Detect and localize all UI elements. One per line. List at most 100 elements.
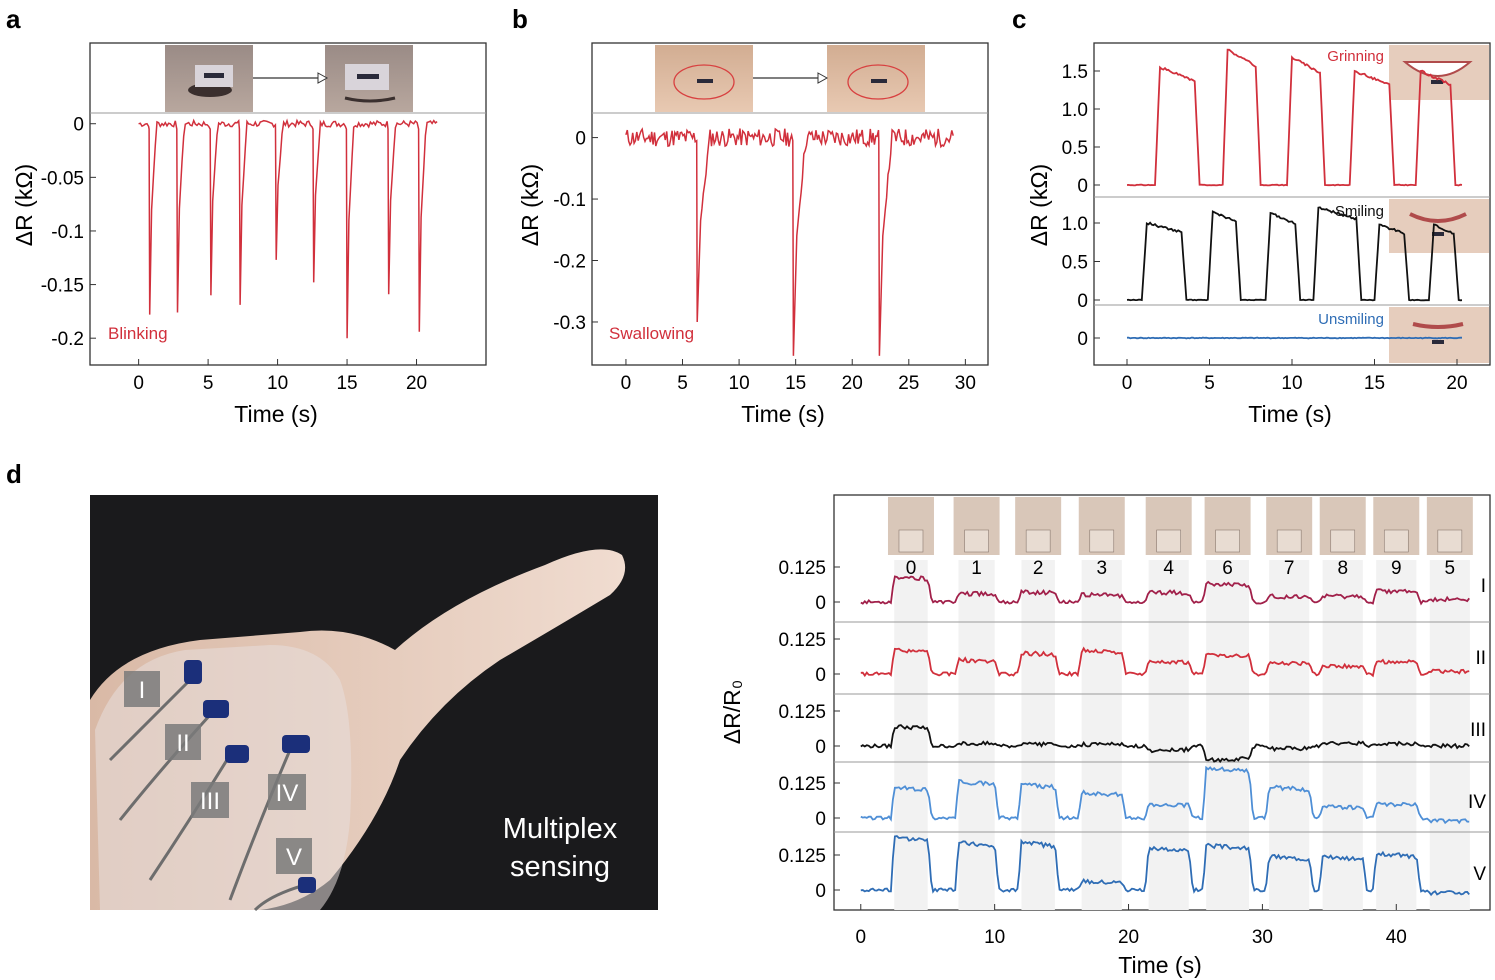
x-tick-label: 20 (842, 373, 863, 394)
gesture-number: 1 (971, 558, 982, 579)
gesture-band (1322, 560, 1363, 910)
neck-photo-2 (827, 45, 925, 112)
y-axis-label-a: ΔR (kΩ) (11, 164, 37, 246)
gesture-hand (898, 529, 924, 553)
y-tick-label: 0 (73, 115, 84, 136)
x-tick-label: 0 (133, 373, 144, 394)
gesture-hand (1383, 529, 1409, 553)
gesture-number: 8 (1337, 558, 1348, 579)
grinning-photo (1389, 45, 1489, 100)
x-tick-label: 10 (984, 927, 1005, 948)
panel-d-chart: 0 1 2 3 4 6 7 8 9 5 0 10 20 30 40 0 0.125 I 0 0.125 II 0 0.12… (719, 494, 1491, 978)
sensor-patches (184, 660, 316, 893)
gesture-band (1429, 560, 1470, 910)
y-tick-label: 0.125 (778, 558, 826, 579)
gesture-number: 0 (906, 558, 917, 579)
x-tick-label: 15 (336, 373, 357, 394)
row-label: IV (1468, 792, 1486, 813)
gesture-band (894, 560, 928, 910)
gesture-number: 4 (1163, 558, 1174, 579)
series-label-grinning: Grinning (1327, 48, 1384, 65)
gesture-number: 9 (1391, 558, 1402, 579)
gesture-number: 3 (1096, 558, 1107, 579)
y-tick-label: 0 (815, 737, 826, 758)
axes-d: 0 10 20 30 4000.125I00.125II00.125III00.125I… (778, 558, 1490, 948)
axes-c: 0 5 10 15 20 0 0.5 1.0 1.5 0 0.5 1.0 0 (1062, 62, 1468, 394)
y-tick-label: 1.5 (1062, 62, 1088, 83)
sensor-label-II: II (176, 730, 189, 757)
gesture-hand (1089, 529, 1115, 553)
series-label-unsmiling: Unsmiling (1318, 311, 1384, 328)
x-tick-label: 10 (267, 373, 288, 394)
x-tick-label: 15 (785, 373, 806, 394)
gesture-band (958, 560, 995, 910)
panel-label-d: d (6, 459, 22, 489)
sensor-label-IV: IV (276, 780, 299, 807)
photo-caption-line2: sensing (510, 851, 610, 883)
panel-b: 0 5 10 15 20 25 30 0 -0.1 -0.2 -0.3 Swallowing Tim… (517, 42, 989, 427)
gesture-band (1269, 560, 1310, 910)
annotation-blinking: Blinking (108, 324, 168, 343)
axes-b: 0 5 10 15 20 25 30 0 -0.1 -0.2 -0.3 (553, 129, 976, 394)
gesture-hand (1276, 529, 1302, 553)
x-tick-label: 30 (1252, 927, 1273, 948)
y-tick-label: 0.125 (778, 774, 826, 795)
series-label-smiling: Smiling (1335, 203, 1384, 220)
x-tick-label: 20 (1118, 927, 1139, 948)
y-tick-label: 0 (1077, 291, 1088, 312)
y-tick-label: 0.125 (778, 630, 826, 651)
smiling-photo (1389, 199, 1489, 253)
y-tick-label: -0.05 (41, 168, 84, 189)
eye-open-photo (165, 45, 253, 112)
panel-label-c: c (1012, 4, 1026, 34)
axes-a: 0 5 10 15 20 0 -0.05 -0.1 -0.15 -0.2 (41, 115, 427, 394)
row-label: V (1473, 864, 1486, 885)
y-tick-label: -0.15 (41, 276, 84, 297)
x-tick-label: 0 (1122, 373, 1133, 394)
y-tick-label: 1.0 (1062, 214, 1088, 235)
gesture-band (1148, 560, 1189, 910)
gesture-number: 7 (1284, 558, 1295, 579)
x-tick-label: 25 (898, 373, 919, 394)
hand-photo: I II III IV V Multiplex sensing (90, 495, 658, 912)
inset-arrowhead-a (317, 72, 329, 84)
eye-closed-photo (325, 45, 413, 112)
y-tick-label: 0.125 (778, 846, 826, 867)
series-line-II (860, 646, 1470, 678)
sensor-label-III: III (200, 788, 220, 815)
y-axis-label-c: ΔR (kΩ) (1026, 164, 1052, 246)
y-tick-label: 0 (1077, 176, 1088, 197)
row-label: III (1470, 720, 1486, 741)
neck-photo-1 (655, 45, 753, 112)
series-lines-d (860, 575, 1470, 897)
sensor-label-I: I (139, 677, 146, 704)
series-line-a (138, 118, 438, 339)
series-line-III (860, 724, 1470, 764)
gesture-hand (1215, 529, 1240, 553)
series-line-smiling (1126, 206, 1463, 302)
x-tick-label: 0 (855, 927, 866, 948)
y-tick-label: 0.5 (1062, 253, 1088, 274)
x-tick-label: 15 (1364, 373, 1385, 394)
y-tick-label: 0 (815, 593, 826, 614)
series-line-grinning (1126, 48, 1463, 187)
y-axis-label-b: ΔR (kΩ) (517, 164, 543, 246)
gesture-band (1081, 560, 1122, 910)
x-tick-label: 10 (729, 373, 750, 394)
gesture-hand (964, 529, 989, 553)
y-tick-label: 0 (1077, 329, 1088, 350)
y-tick-label: 0.5 (1062, 138, 1088, 159)
x-axis-label-b: Time (s) (741, 401, 824, 427)
y-tick-label: -0.2 (51, 329, 84, 350)
y-tick-label: -0.3 (553, 313, 586, 334)
unsmiling-photo (1389, 307, 1489, 363)
gesture-number: 2 (1033, 558, 1044, 579)
sensor-labels: I II III IV V (124, 671, 312, 874)
x-axis-label-d: Time (s) (1118, 952, 1201, 978)
y-axis-label-d: ΔR/R₀ (719, 680, 745, 745)
electrode-wires (108, 678, 306, 912)
series-line-unsmiling (1126, 336, 1462, 340)
sensor-label-V: V (286, 844, 302, 871)
x-tick-label: 20 (406, 373, 427, 394)
